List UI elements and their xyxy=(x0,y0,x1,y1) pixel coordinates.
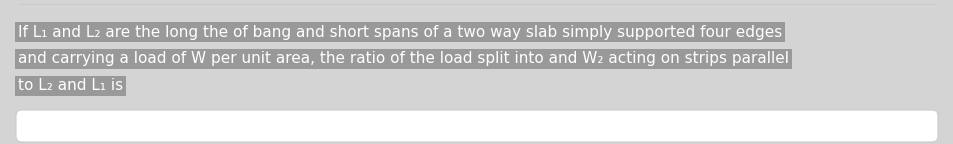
Text: to L₂ and L₁ is: to L₂ and L₁ is xyxy=(18,78,123,93)
Text: If L₁ and L₂ are the long the of bang and short spans of a two way slab simply s: If L₁ and L₂ are the long the of bang an… xyxy=(18,24,781,39)
Text: and carrying a load of W per unit area, the ratio of the load split into and W₂ : and carrying a load of W per unit area, … xyxy=(18,52,788,67)
FancyBboxPatch shape xyxy=(16,110,937,142)
